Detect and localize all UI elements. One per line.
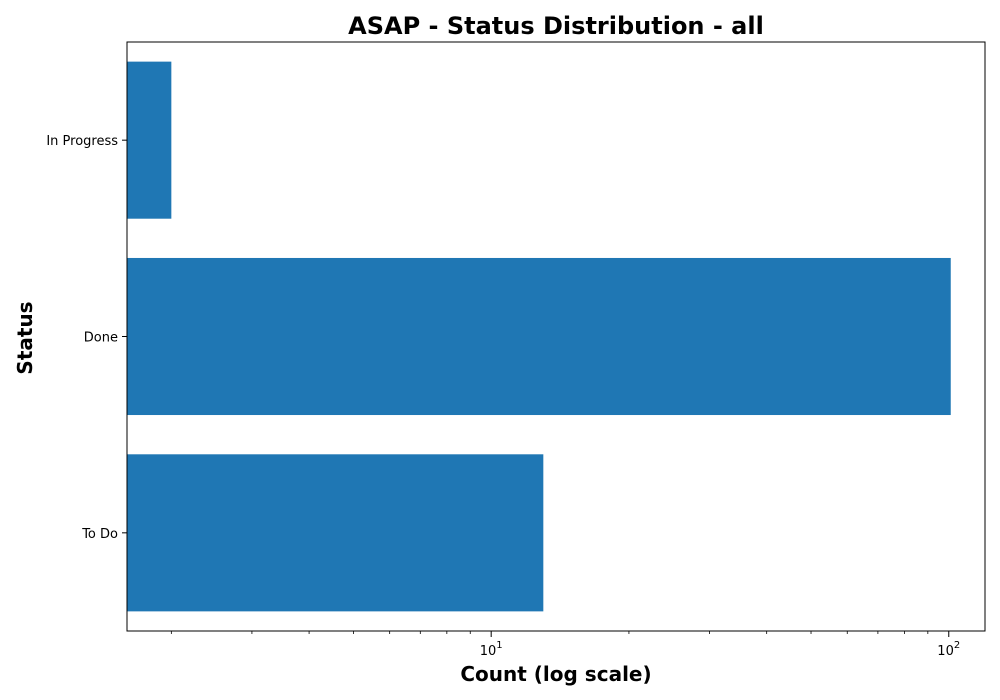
y-tick-label-to-do: To Do <box>81 527 118 542</box>
y-axis-label: Status <box>13 301 37 374</box>
x-axis-label: Count (log scale) <box>460 662 651 686</box>
bar-in-progress <box>127 61 172 219</box>
bars-group <box>127 61 951 612</box>
x-tick-label: 102 <box>937 640 960 659</box>
x-ticks-group: 101 102 <box>170 631 960 659</box>
bar-to-do <box>127 454 544 612</box>
y-ticks-group: In Progress Done To Do <box>46 134 127 542</box>
bar-done <box>127 257 951 416</box>
x-tick-label: 101 <box>480 640 503 659</box>
plot-frame <box>126 41 986 632</box>
chart-title: ASAP - Status Distribution - all <box>348 12 764 40</box>
y-tick-label-in-progress: In Progress <box>46 134 118 149</box>
y-tick-label-done: Done <box>84 331 118 346</box>
